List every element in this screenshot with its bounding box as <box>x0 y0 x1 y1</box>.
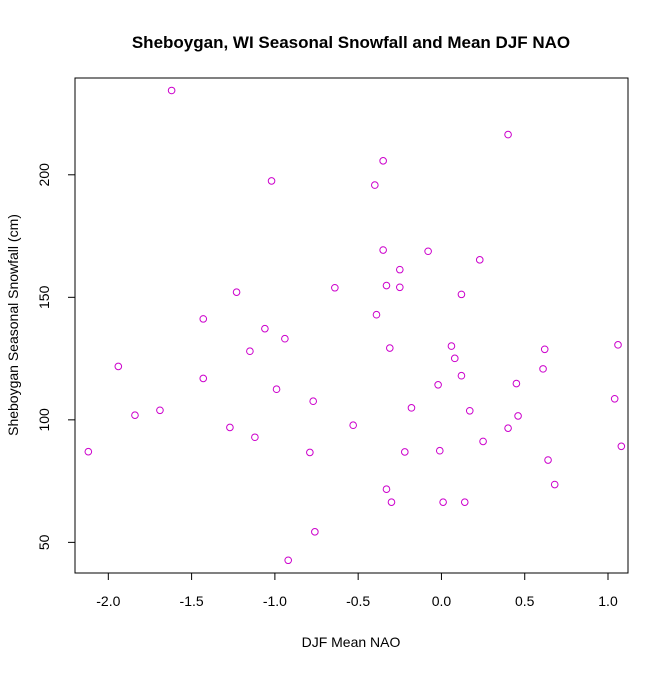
data-point <box>550 480 559 489</box>
y-axis: 50 100 150 200 <box>36 163 76 550</box>
x-tick-label: -1.0 <box>263 593 287 609</box>
data-point <box>84 447 93 456</box>
x-tick-label: 0.5 <box>515 593 535 609</box>
x-tick-label: -0.5 <box>346 593 370 609</box>
data-point <box>246 347 254 356</box>
x-axis-label: DJF Mean NAO <box>302 634 401 650</box>
data-point <box>504 424 512 432</box>
plot-area-frame <box>74 77 629 574</box>
data-point <box>371 181 379 189</box>
data-point <box>306 448 314 457</box>
data-point <box>311 528 319 536</box>
data-point <box>251 433 259 442</box>
y-axis-label: Sheboygan Seasonal Snowfall (cm) <box>5 214 21 436</box>
y-tick-label: 200 <box>36 163 52 187</box>
y-tick-label: 50 <box>36 534 52 550</box>
data-point <box>439 498 447 506</box>
data-point <box>614 341 622 349</box>
data-point <box>199 315 208 323</box>
data-point <box>460 498 469 506</box>
y-tick-label: 150 <box>36 285 52 309</box>
data-point <box>349 421 357 430</box>
data-point <box>372 310 381 319</box>
data-point <box>386 344 394 352</box>
data-point <box>114 362 123 371</box>
data-point <box>544 456 552 464</box>
data-point <box>447 342 456 350</box>
data-point <box>435 446 444 455</box>
data-point <box>539 365 547 373</box>
data-point <box>272 385 281 394</box>
data-point <box>396 283 404 292</box>
data-point <box>261 324 269 333</box>
data-point <box>617 442 626 451</box>
data-point <box>504 130 512 139</box>
data-point <box>407 404 416 412</box>
data-point <box>401 448 409 456</box>
data-point <box>232 288 241 296</box>
data-point <box>457 371 466 380</box>
data-point <box>167 86 176 95</box>
data-point <box>156 406 164 415</box>
data-point <box>457 290 466 299</box>
data-point <box>309 397 317 406</box>
data-point <box>226 423 234 432</box>
data-point <box>450 354 459 363</box>
data-point <box>610 394 619 403</box>
data-point <box>284 556 293 565</box>
data-point <box>465 406 474 415</box>
data-point <box>199 374 208 383</box>
x-tick-label: 0.0 <box>432 593 452 609</box>
data-point <box>281 334 289 343</box>
chart-title: Sheboygan, WI Seasonal Snowfall and Mean… <box>132 33 570 52</box>
data-point <box>512 379 521 388</box>
x-tick-label: 1.0 <box>598 593 618 609</box>
data-point <box>387 498 396 506</box>
data-point <box>131 411 139 419</box>
data-point <box>540 345 549 354</box>
data-point <box>434 381 442 389</box>
data-point <box>396 265 404 274</box>
data-point <box>267 177 276 185</box>
x-tick-label: -2.0 <box>96 593 120 609</box>
data-point <box>424 247 432 256</box>
y-tick-label: 100 <box>36 408 52 432</box>
data-point <box>382 485 391 493</box>
x-tick-label: -1.5 <box>180 593 204 609</box>
data-point <box>379 246 387 254</box>
data-point <box>479 437 487 446</box>
data-point <box>475 256 484 264</box>
data-point <box>382 281 391 290</box>
data-point <box>331 283 339 292</box>
x-axis: -2.0 -1.5 -1.0 -0.5 0.0 0.5 1.0 <box>96 572 618 609</box>
data-points <box>84 86 626 565</box>
data-point <box>514 412 522 420</box>
data-point <box>379 157 387 165</box>
